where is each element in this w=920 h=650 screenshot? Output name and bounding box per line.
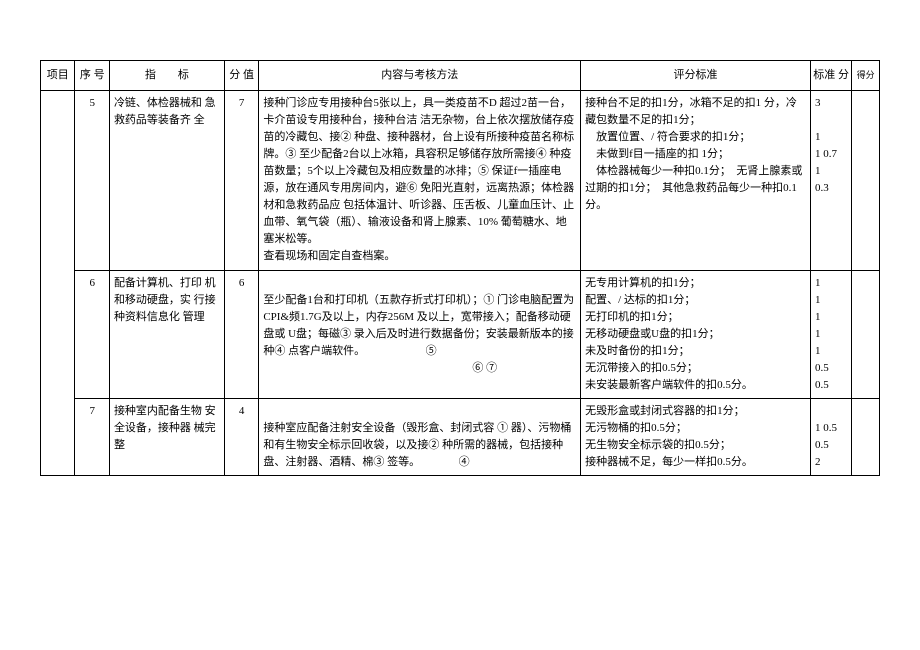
table-row: 5 冷链、体检器械和 急救药品等装备齐 全 7 接种门诊应专用接种台5张以上，具… (41, 91, 880, 270)
content-cell: 接种室应配备注射安全设备（毁形盒、封闭式容 ① 器）、污物桶和有生物安全标示回收… (259, 398, 581, 475)
indicator-cell: 配备计算机、打印 机和移动硬盘，实 行接种资料信息化 管理 (109, 270, 224, 398)
seq-cell: 7 (75, 398, 109, 475)
indicator-cell: 冷链、体检器械和 急救药品等装备齐 全 (109, 91, 224, 270)
standard-cell: 无毁形盒或封闭式容器的扣1分； 无污物桶的扣0.5分； 无生物安全标示袋的扣0.… (581, 398, 811, 475)
assessment-table: 项目 序 号 指 标 分 值 内容与考核方法 评分标准 标准 分 得分 5 冷链… (40, 60, 880, 476)
deduct-cell (852, 91, 880, 270)
header-deduct: 得分 (852, 61, 880, 91)
table-header-row: 项目 序 号 指 标 分 值 内容与考核方法 评分标准 标准 分 得分 (41, 61, 880, 91)
header-indicator: 指 标 (109, 61, 224, 91)
score-cell: 4 (224, 398, 258, 475)
seq-cell: 5 (75, 91, 109, 270)
header-seq: 序 号 (75, 61, 109, 91)
header-project: 项目 (41, 61, 75, 91)
header-content: 内容与考核方法 (259, 61, 581, 91)
content-cell: 至少配备1台和打印机（五款存折式打印机）；① 门诊电脑配置为CPI&频1.7G及… (259, 270, 581, 398)
deduct-cell (852, 398, 880, 475)
std-score-cell: 3 1 1 0.7 1 0.3 (810, 91, 851, 270)
header-score: 分 值 (224, 61, 258, 91)
project-cell (41, 91, 75, 476)
seq-cell: 6 (75, 270, 109, 398)
table-row: 7 接种室内配备生物 安全设备，接种器 械完整 4 接种室应配备注射安全设备（毁… (41, 398, 880, 475)
indicator-cell: 接种室内配备生物 安全设备，接种器 械完整 (109, 398, 224, 475)
content-cell: 接种门诊应专用接种台5张以上，具一类疫苗不D 超过2苗一台，卡介苗设专用接种台，… (259, 91, 581, 270)
score-cell: 7 (224, 91, 258, 270)
header-std-score: 标准 分 (810, 61, 851, 91)
deduct-cell (852, 270, 880, 398)
table-row: 6 配备计算机、打印 机和移动硬盘，实 行接种资料信息化 管理 6 至少配备1台… (41, 270, 880, 398)
standard-cell: 无专用计算机的扣1分； 配置、/ 达标的扣1分； 无打印机的扣1分； 无移动硬盘… (581, 270, 811, 398)
standard-cell: 接种台不足的扣1分，冰箱不足的扣1 分，冷藏包数量不足的扣1分； 放置位置、/ … (581, 91, 811, 270)
std-score-cell: 1 1 1 1 1 0.5 0.5 (810, 270, 851, 398)
score-cell: 6 (224, 270, 258, 398)
std-score-cell: 1 0.5 0.5 2 (810, 398, 851, 475)
header-standard: 评分标准 (581, 61, 811, 91)
